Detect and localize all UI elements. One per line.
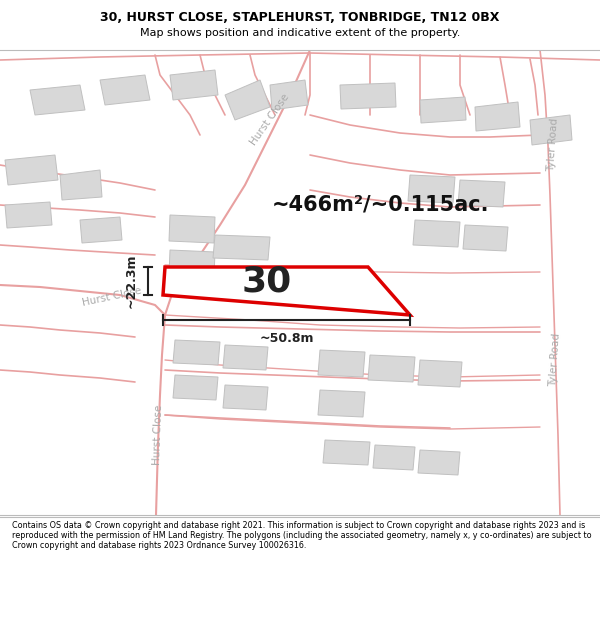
- Polygon shape: [173, 340, 220, 365]
- Text: Contains OS data © Crown copyright and database right 2021. This information is : Contains OS data © Crown copyright and d…: [12, 521, 592, 550]
- Text: ~466m²/~0.115ac.: ~466m²/~0.115ac.: [271, 195, 489, 215]
- Polygon shape: [413, 220, 460, 247]
- Polygon shape: [223, 345, 268, 370]
- Polygon shape: [30, 85, 85, 115]
- Polygon shape: [530, 115, 572, 145]
- Polygon shape: [420, 97, 466, 123]
- Text: ~50.8m: ~50.8m: [259, 332, 314, 345]
- Text: Hurst Close: Hurst Close: [82, 286, 143, 308]
- Text: Hurst Close: Hurst Close: [152, 405, 164, 465]
- Text: Tyler Road: Tyler Road: [546, 118, 560, 172]
- Text: Hurst Close: Hurst Close: [248, 92, 292, 148]
- Text: ~22.3m: ~22.3m: [125, 254, 138, 308]
- Polygon shape: [458, 180, 505, 207]
- Polygon shape: [270, 80, 308, 110]
- Polygon shape: [408, 175, 455, 203]
- Polygon shape: [163, 267, 410, 315]
- Polygon shape: [368, 355, 415, 382]
- Polygon shape: [100, 75, 150, 105]
- Polygon shape: [5, 155, 58, 185]
- Polygon shape: [173, 375, 218, 400]
- Polygon shape: [223, 385, 268, 410]
- Polygon shape: [373, 445, 415, 470]
- Polygon shape: [475, 102, 520, 131]
- Text: 30: 30: [241, 264, 292, 298]
- Polygon shape: [5, 202, 52, 228]
- Polygon shape: [318, 350, 365, 377]
- Polygon shape: [225, 80, 270, 120]
- Polygon shape: [60, 170, 102, 200]
- Polygon shape: [340, 83, 396, 109]
- Text: 30, HURST CLOSE, STAPLEHURST, TONBRIDGE, TN12 0BX: 30, HURST CLOSE, STAPLEHURST, TONBRIDGE,…: [100, 11, 500, 24]
- Polygon shape: [170, 70, 218, 100]
- Polygon shape: [213, 275, 270, 297]
- Polygon shape: [80, 217, 122, 243]
- Polygon shape: [318, 390, 365, 417]
- Polygon shape: [323, 440, 370, 465]
- Polygon shape: [418, 360, 462, 387]
- Polygon shape: [169, 215, 215, 243]
- Polygon shape: [213, 235, 270, 260]
- Text: Map shows position and indicative extent of the property.: Map shows position and indicative extent…: [140, 28, 460, 38]
- Polygon shape: [418, 450, 460, 475]
- Polygon shape: [463, 225, 508, 251]
- Text: Tyler Road: Tyler Road: [548, 333, 562, 387]
- Polygon shape: [169, 250, 215, 277]
